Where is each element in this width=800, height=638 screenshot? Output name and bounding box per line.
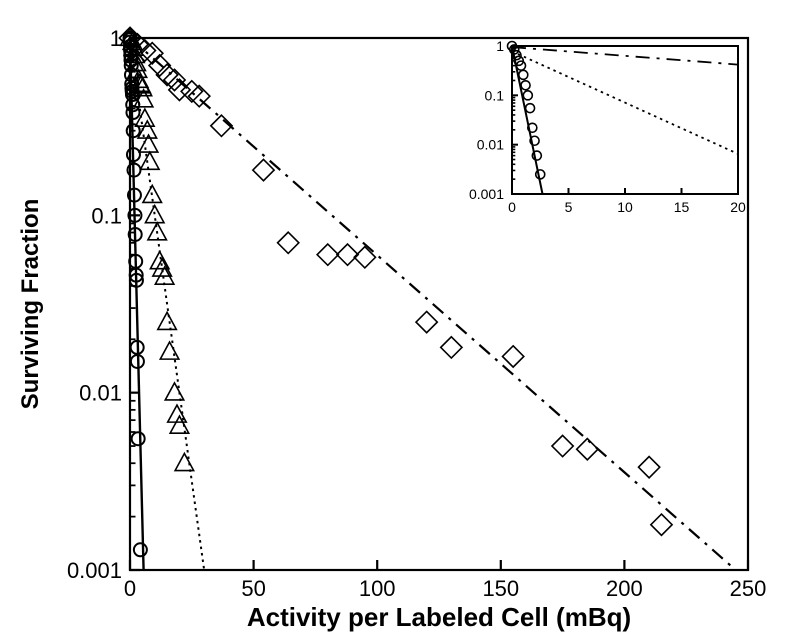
- inset-xtick-label: 10: [617, 199, 633, 215]
- ytick-label: 0.001: [67, 558, 122, 583]
- inset-ytick-label: 1: [496, 38, 504, 54]
- y-axis-label: Surviving Fraction: [17, 199, 44, 410]
- inset-xtick-label: 15: [674, 199, 690, 215]
- ytick-label: 0.1: [91, 203, 122, 228]
- x-axis-label: Activity per Labeled Cell (mBq): [247, 602, 631, 632]
- inset-xtick-label: 20: [730, 199, 746, 215]
- inset-xtick-label: 5: [565, 199, 573, 215]
- xtick-label: 150: [482, 576, 519, 601]
- xtick-label: 200: [606, 576, 643, 601]
- xtick-label: 250: [730, 576, 767, 601]
- inset-ytick-label: 0.001: [469, 186, 504, 202]
- xtick-label: 100: [359, 576, 396, 601]
- inset-ytick-label: 0.01: [477, 137, 504, 153]
- xtick-label: 50: [241, 576, 265, 601]
- inset-ytick-label: 0.1: [485, 87, 505, 103]
- ytick-label: 0.01: [79, 381, 122, 406]
- inset-xtick-label: 0: [508, 199, 516, 215]
- xtick-label: 0: [124, 576, 136, 601]
- chart-container: 0501001502002500.0010.010.11Surviving Fr…: [0, 0, 800, 638]
- chart-svg: 0501001502002500.0010.010.11Surviving Fr…: [0, 0, 800, 638]
